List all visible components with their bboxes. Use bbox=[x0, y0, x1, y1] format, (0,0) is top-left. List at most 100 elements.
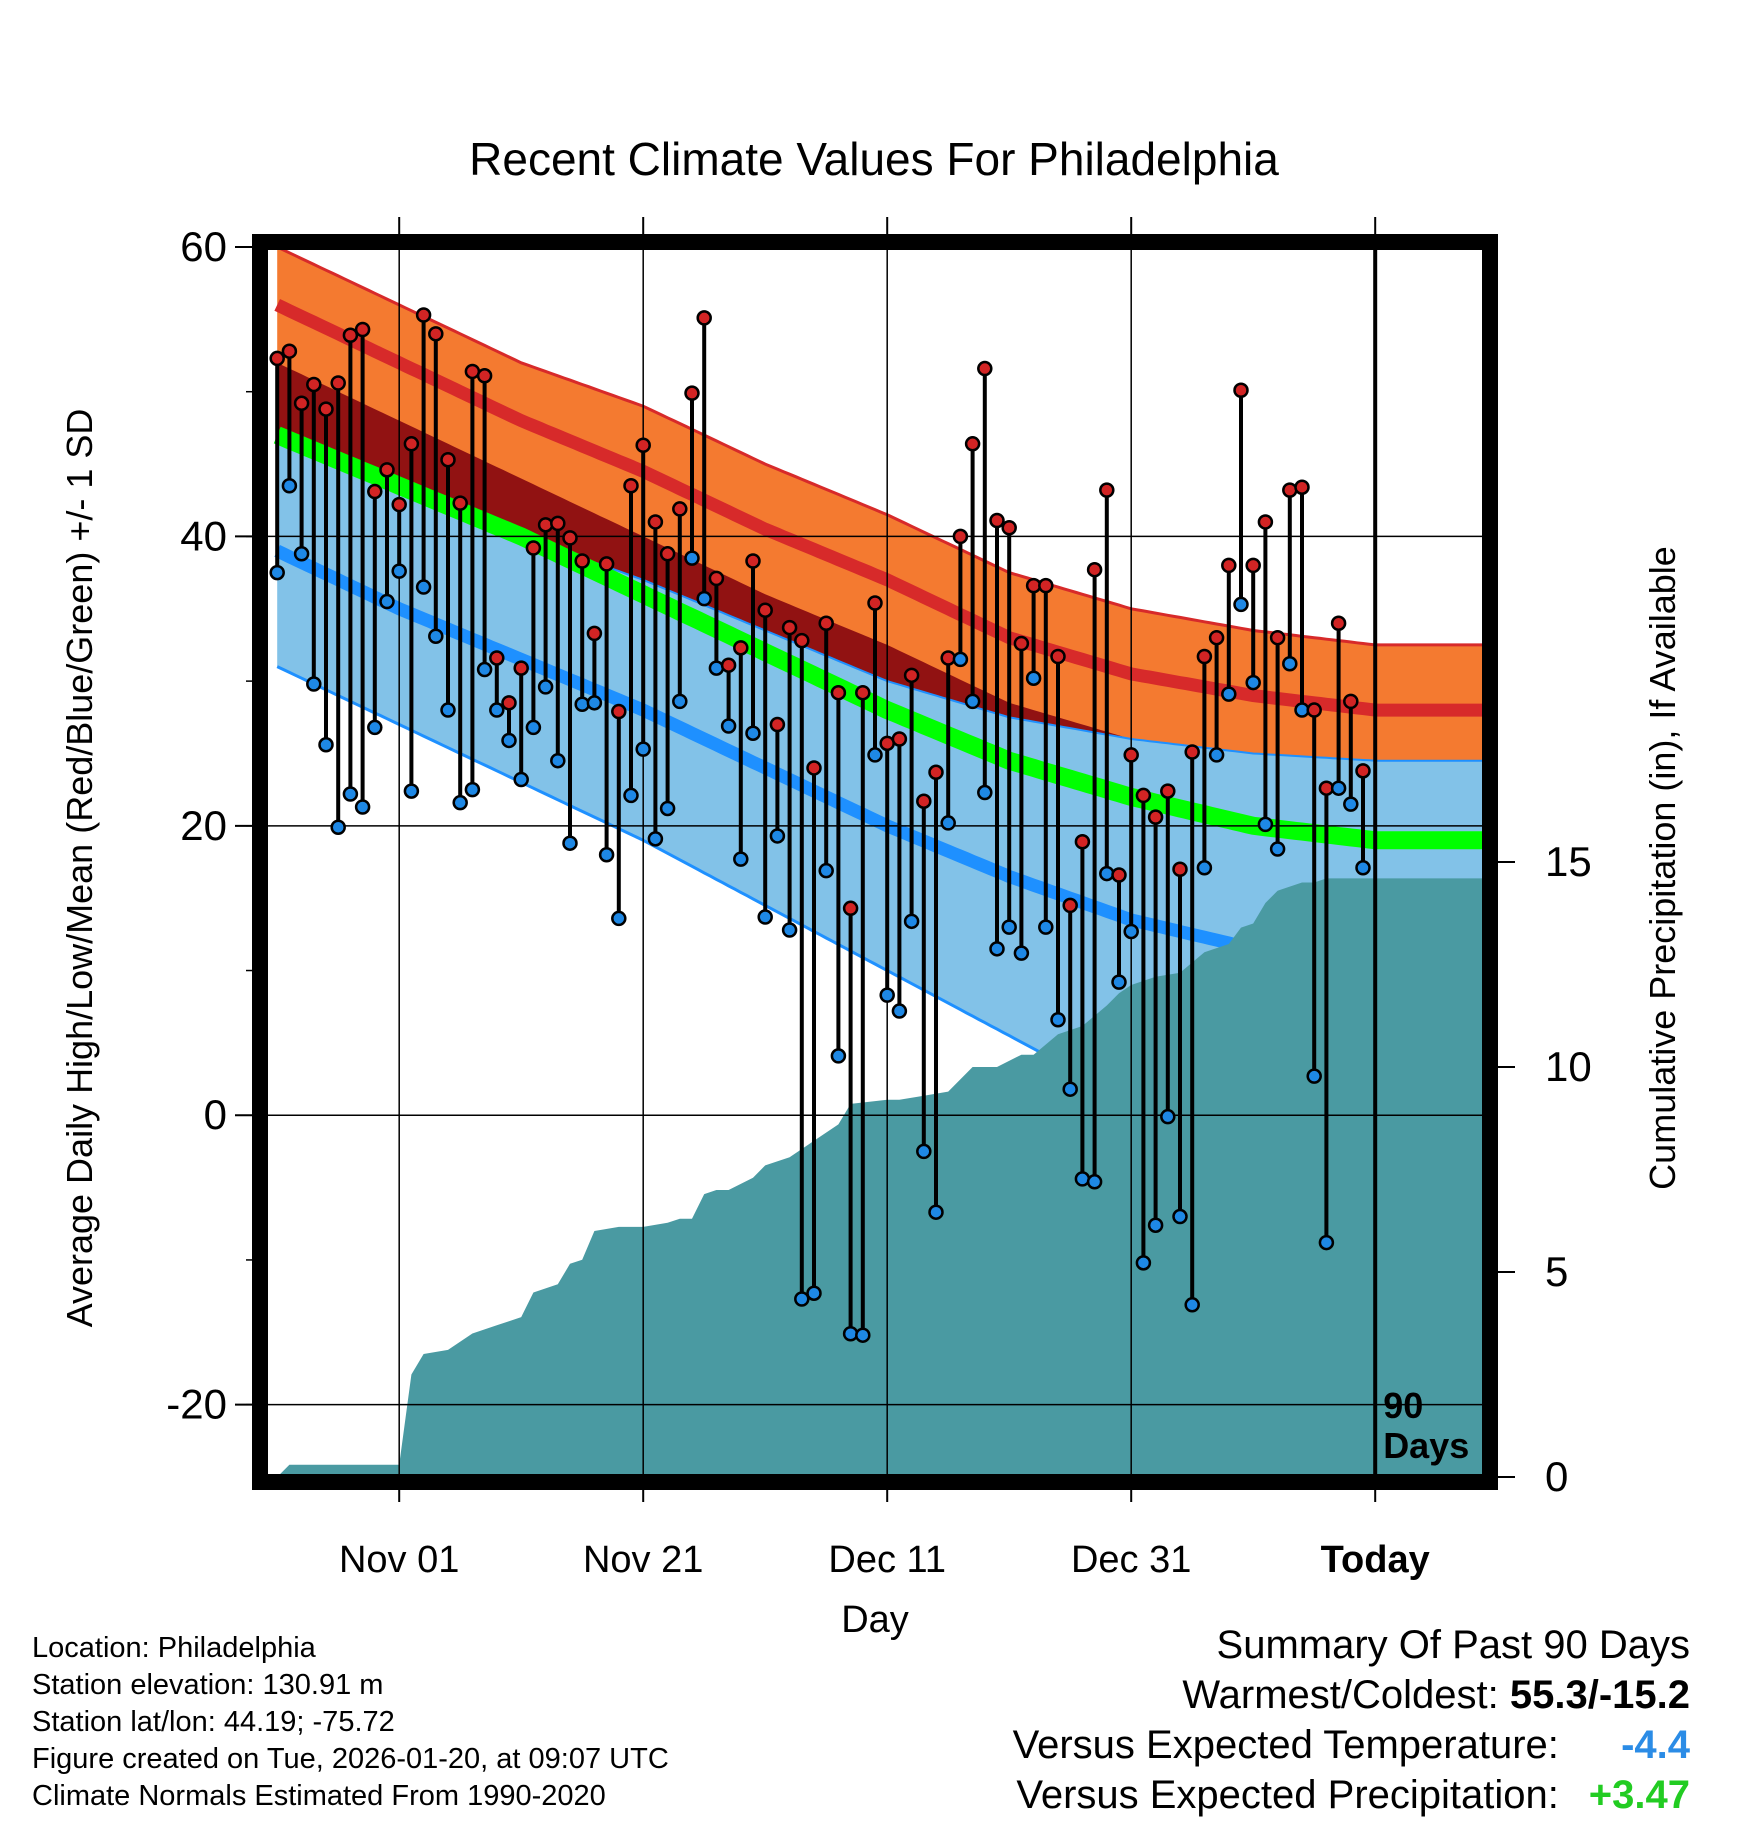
obs-high-point bbox=[708, 570, 725, 587]
obs-low-point bbox=[574, 696, 590, 713]
obs-low-point bbox=[745, 725, 761, 741]
obs-high-point bbox=[293, 395, 310, 412]
obs-high-point bbox=[1013, 635, 1030, 652]
obs-low-point bbox=[452, 794, 468, 811]
obs-low-point bbox=[489, 702, 505, 718]
obs-high-point bbox=[525, 540, 542, 556]
obs-high-point bbox=[1172, 861, 1188, 877]
obs-high-point bbox=[1257, 514, 1274, 530]
obs-high-point bbox=[269, 350, 285, 367]
obs-high-point bbox=[891, 731, 908, 747]
obs-high-point bbox=[367, 483, 383, 500]
obs-low-point bbox=[464, 781, 481, 798]
obs-low-point bbox=[342, 786, 359, 802]
obs-low-point bbox=[415, 579, 432, 595]
days-label-unit: Days bbox=[1383, 1425, 1469, 1466]
obs-low-point bbox=[1355, 860, 1371, 876]
obs-low-point bbox=[550, 752, 566, 769]
obs-low-point bbox=[916, 1143, 932, 1160]
y-tick-label: 0 bbox=[204, 1091, 227, 1138]
obs-high-point bbox=[1135, 787, 1152, 804]
obs-low-point bbox=[293, 546, 310, 562]
obs-high-point bbox=[1355, 763, 1371, 779]
obs-high-point bbox=[647, 514, 664, 530]
y-right-axis-label: Cumulative Precipitation (in), If Availa… bbox=[1642, 546, 1683, 1190]
obs-high-point bbox=[598, 556, 615, 572]
obs-low-point bbox=[855, 1327, 871, 1343]
warmest-label: Warmest/Coldest: bbox=[1182, 1673, 1499, 1717]
obs-high-point bbox=[611, 703, 627, 720]
obs-low-point bbox=[1135, 1255, 1152, 1271]
obs-low-point bbox=[318, 737, 334, 753]
obs-low-point bbox=[1013, 945, 1030, 961]
summary-panel: Summary Of Past 90 Days Warmest/Coldest:… bbox=[1013, 1620, 1690, 1820]
obs-low-point bbox=[1282, 656, 1298, 672]
obs-low-point bbox=[952, 651, 969, 668]
obs-high-point bbox=[1099, 482, 1115, 498]
obs-high-point bbox=[354, 321, 371, 338]
obs-high-point bbox=[428, 326, 444, 342]
info-elevation: Station elevation: 130.91 m bbox=[32, 1669, 384, 1701]
obs-high-point bbox=[403, 436, 420, 452]
obs-low-point bbox=[367, 719, 383, 736]
obs-high-point bbox=[745, 553, 761, 569]
obs-low-point bbox=[708, 660, 725, 676]
obs-high-point bbox=[513, 660, 529, 676]
obs-low-point bbox=[720, 718, 737, 734]
obs-low-point bbox=[830, 1048, 847, 1064]
obs-low-point bbox=[513, 771, 529, 788]
obs-low-point bbox=[842, 1325, 859, 1342]
summary-temp-row: Versus Expected Temperature: -4.4 bbox=[1013, 1720, 1690, 1770]
obs-low-point bbox=[586, 695, 603, 711]
obs-low-point bbox=[391, 563, 407, 579]
obs-low-point bbox=[757, 909, 773, 925]
obs-low-point bbox=[1086, 1174, 1103, 1190]
obs-high-point bbox=[928, 764, 944, 781]
obs-low-point bbox=[281, 478, 298, 494]
obs-high-point bbox=[330, 375, 346, 391]
obs-low-point bbox=[611, 910, 627, 927]
x-tick-label: Dec 11 bbox=[828, 1539, 946, 1581]
obs-low-point bbox=[1001, 919, 1017, 935]
obs-high-point bbox=[452, 495, 468, 511]
obs-low-point bbox=[1050, 1011, 1066, 1028]
obs-low-point bbox=[647, 831, 664, 847]
x-tick-label: Dec 31 bbox=[1071, 1539, 1191, 1581]
obs-high-point bbox=[830, 684, 847, 701]
obs-high-point bbox=[379, 462, 395, 478]
x-tick-label: Nov 01 bbox=[339, 1539, 459, 1581]
temp-label: Versus Expected Temperature: bbox=[1012, 1723, 1559, 1767]
obs-low-point bbox=[379, 593, 395, 610]
obs-low-point bbox=[1099, 865, 1115, 882]
obs-low-point bbox=[794, 1291, 810, 1307]
obs-low-point bbox=[684, 550, 700, 566]
obs-low-point bbox=[940, 815, 956, 831]
y-right-tick-label: 10 bbox=[1545, 1043, 1592, 1090]
obs-low-point bbox=[1160, 1108, 1176, 1125]
obs-high-point bbox=[659, 546, 676, 562]
obs-low-point bbox=[1123, 923, 1139, 940]
obs-high-point bbox=[306, 376, 322, 393]
obs-high-point bbox=[1086, 561, 1103, 578]
obs-low-point bbox=[806, 1285, 822, 1301]
obs-high-point bbox=[1196, 648, 1213, 665]
obs-high-point bbox=[1147, 809, 1164, 825]
obs-high-point bbox=[562, 530, 578, 546]
obs-low-point bbox=[537, 679, 554, 695]
obs-high-point bbox=[574, 553, 590, 569]
y-right-tick-label: 5 bbox=[1545, 1248, 1568, 1295]
obs-low-point bbox=[891, 1003, 908, 1019]
obs-high-point bbox=[476, 368, 493, 384]
obs-high-point bbox=[696, 310, 712, 326]
obs-high-point bbox=[489, 650, 505, 666]
obs-low-point bbox=[403, 783, 420, 799]
y-right-tick-label: 0 bbox=[1545, 1453, 1568, 1500]
obs-high-point bbox=[1208, 629, 1225, 646]
obs-low-point bbox=[696, 590, 712, 607]
obs-high-point bbox=[550, 515, 566, 532]
obs-low-point bbox=[1196, 860, 1213, 876]
obs-high-point bbox=[1123, 747, 1139, 763]
obs-high-point bbox=[1330, 615, 1347, 631]
obs-high-point bbox=[391, 496, 407, 513]
obs-low-point bbox=[269, 564, 285, 581]
